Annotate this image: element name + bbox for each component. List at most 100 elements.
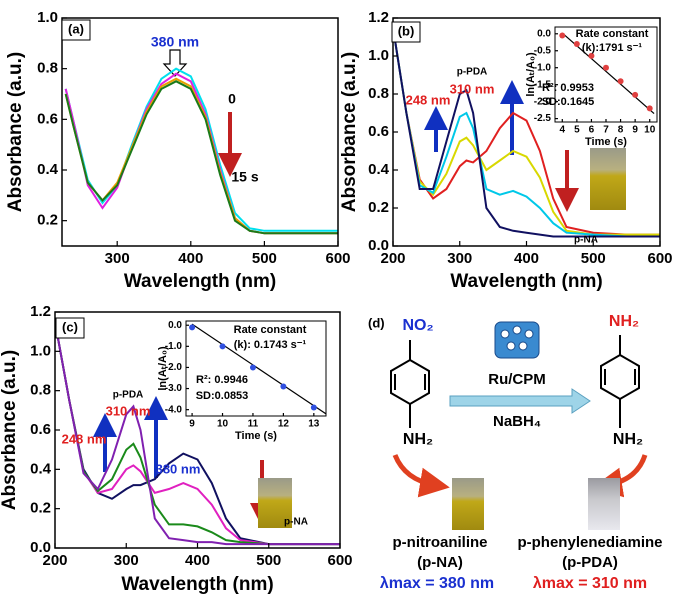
- annotation: SD:0.1645: [542, 96, 595, 108]
- panel-label: (c): [62, 319, 78, 334]
- reductant: NaBH₄: [493, 413, 541, 430]
- y-tick-label: 0.2: [368, 199, 389, 216]
- y-tick-label: 0.8: [37, 60, 58, 77]
- x-tick-label: 9: [632, 125, 638, 136]
- figure: (d) NO₂ NH₂ NH₂ NH₂ Ru/CPM NaBH₄ p-nitro…: [0, 0, 675, 595]
- benzene-ring: [391, 360, 429, 404]
- annotation: p-PDA: [457, 67, 488, 78]
- x-tick-label: 11: [248, 419, 259, 430]
- annotation: 310 nm: [106, 403, 151, 418]
- y-axis-label: Absorbance (a.u.): [5, 52, 26, 212]
- y-tick-label: 1.0: [37, 9, 58, 26]
- y-tick-label: 1.0: [368, 47, 389, 64]
- y-tick-label: 0.0: [30, 539, 51, 556]
- annotation: (k): 0.1743 s⁻¹: [234, 339, 307, 351]
- data-point: [220, 343, 226, 349]
- data-point: [559, 32, 565, 38]
- x-tick-label: 500: [256, 552, 281, 569]
- data-point: [603, 65, 609, 71]
- annotation: 15 s: [231, 169, 258, 185]
- axes-frame: [62, 18, 338, 246]
- annotation: 380 nm: [151, 34, 199, 50]
- x-tick-label: 6: [589, 125, 595, 136]
- y-tick-label: 0.6: [30, 421, 51, 438]
- x-tick-label: 10: [217, 419, 229, 430]
- annotation: 310 nm: [450, 81, 495, 96]
- data-point: [647, 105, 653, 111]
- compound-abbr: (p-NA): [417, 554, 463, 571]
- x-tick-label: 500: [581, 250, 606, 267]
- x-tick-label: 9: [189, 419, 195, 430]
- panel-label: (a): [68, 21, 84, 36]
- plot-area: [66, 69, 338, 234]
- annotation: SD:0.0853: [196, 390, 249, 402]
- cuvette: [452, 478, 484, 530]
- y-tick-label: 0.0: [168, 320, 182, 331]
- spectrum-line: [66, 69, 338, 231]
- substituent: NH₂: [403, 431, 433, 448]
- annotation: p-NA: [574, 235, 598, 246]
- y-tick-label: 0.2: [37, 212, 58, 229]
- y-tick-label: 0.2: [30, 500, 51, 517]
- cuvette: [588, 478, 620, 530]
- y-tick-label: -4.0: [165, 404, 183, 415]
- x-tick-label: 600: [325, 250, 350, 267]
- y-tick-label: 0.4: [30, 460, 52, 477]
- reaction-arrow: [450, 389, 590, 413]
- x-axis-label: Time (s): [585, 136, 627, 148]
- y-tick-label: 0.8: [368, 85, 389, 102]
- compound-name: p-nitroaniline: [393, 534, 488, 551]
- x-tick-label: 7: [603, 125, 609, 136]
- annotation: 248 nm: [62, 431, 107, 446]
- x-tick-label: 8: [618, 125, 624, 136]
- data-point: [189, 324, 195, 330]
- y-tick-label: 1.2: [368, 9, 389, 26]
- annotation: p-NA: [284, 517, 308, 528]
- y-tick-label: 0.4: [368, 161, 390, 178]
- catalyst: Ru/CPM: [488, 371, 546, 388]
- annotation: p-PDA: [113, 390, 144, 401]
- annotation: (k):1791 s⁻¹: [582, 42, 643, 54]
- compound-abbr: (p-PDA): [562, 554, 618, 571]
- x-tick-label: 400: [514, 250, 539, 267]
- spectrum-line: [66, 74, 338, 234]
- substituent: NO₂: [402, 317, 433, 334]
- x-tick-label: 4: [560, 125, 566, 136]
- data-point: [574, 41, 580, 47]
- y-tick-label: 0.4: [37, 161, 59, 178]
- x-axis-label: Wavelength (nm): [121, 574, 273, 595]
- cuvette: [590, 148, 626, 210]
- y-axis-label: ln(Aₜ/A₀): [157, 346, 169, 391]
- x-tick-label: 300: [105, 250, 130, 267]
- x-tick-label: 300: [447, 250, 472, 267]
- x-tick-label: 300: [114, 552, 139, 569]
- curved-arrow: [395, 455, 435, 485]
- x-tick-label: 400: [178, 250, 203, 267]
- panel-label: (b): [398, 23, 415, 38]
- x-tick-label: 500: [252, 250, 277, 267]
- x-tick-label: 600: [647, 250, 672, 267]
- x-tick-label: 13: [308, 419, 320, 430]
- lambda-max: λmax = 310 nm: [533, 575, 647, 592]
- panel-label: (d): [368, 315, 385, 330]
- x-tick-label: 600: [327, 552, 352, 569]
- annotation: Rate constant: [234, 324, 307, 336]
- lambda-max: λmax = 380 nm: [380, 575, 494, 592]
- x-tick-label: 10: [644, 125, 656, 136]
- data-point: [311, 405, 317, 411]
- y-tick-label: 0.0: [368, 237, 389, 254]
- y-axis-label: ln(Aₜ/A₀): [525, 52, 537, 97]
- data-point: [618, 78, 624, 84]
- y-axis-label: Absorbance (a.u.): [0, 350, 20, 510]
- annotation: 380 nm: [156, 461, 201, 476]
- substituent: NH₂: [609, 313, 639, 330]
- y-tick-label: -2.5: [534, 113, 552, 124]
- y-tick-label: 0.8: [30, 382, 51, 399]
- data-point: [632, 92, 638, 98]
- data-point: [250, 364, 256, 370]
- compound-name: p-phenylenediamine: [517, 534, 662, 551]
- y-tick-label: 1.2: [30, 303, 51, 320]
- y-tick-label: 0.6: [368, 123, 389, 140]
- y-axis-label: Absorbance (a.u.): [339, 52, 360, 212]
- benzene-ring: [601, 355, 639, 399]
